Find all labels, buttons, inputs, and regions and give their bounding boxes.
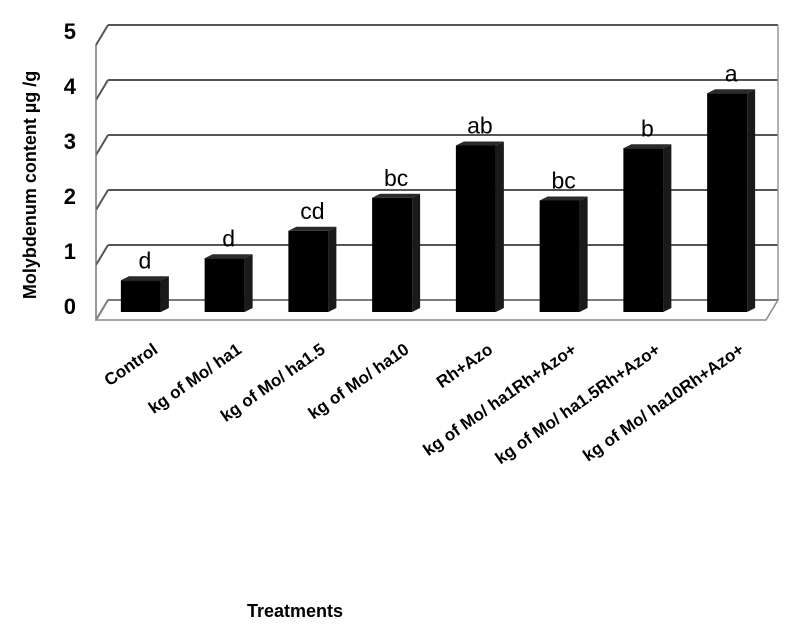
- category-label: kg of Mo/ ha1Rh+Azo+: [420, 340, 580, 460]
- bar: [120, 276, 169, 312]
- bar: [455, 141, 504, 312]
- gridline-side: [95, 244, 109, 266]
- y-tick-label: 1: [64, 239, 76, 264]
- gridline-side: [95, 24, 109, 46]
- gridline-side: [95, 189, 109, 211]
- bar: [707, 89, 756, 312]
- gridline-side: [95, 134, 109, 156]
- y-tick-label: 4: [64, 74, 77, 99]
- gridline-side: [95, 79, 109, 101]
- significance-label: d: [138, 247, 151, 273]
- bar: [539, 196, 588, 312]
- y-tick-label: 5: [64, 19, 76, 44]
- significance-label: b: [641, 115, 654, 141]
- y-axis-title: Molybdenum content µg /g: [20, 71, 40, 299]
- significance-label: bc: [551, 168, 575, 194]
- significance-labels: d d cd bc ab bc b a: [138, 60, 737, 273]
- significance-label: bc: [384, 165, 408, 191]
- bar: [372, 193, 421, 312]
- bars: [120, 89, 756, 312]
- category-label: kg of Mo/ ha10Rh+Azo+: [579, 340, 747, 466]
- category-label: kg of Mo/ ha1.5Rh+Azo+: [492, 340, 664, 468]
- y-tick-labels: 0 1 2 3 4 5: [64, 19, 77, 319]
- significance-label: cd: [300, 198, 324, 224]
- bar: [288, 226, 337, 312]
- chart-axes: [94, 25, 780, 321]
- bar: [204, 254, 253, 312]
- gridlines: [95, 24, 778, 321]
- bar: [623, 144, 672, 312]
- significance-label: a: [725, 60, 738, 86]
- y-tick-label: 3: [64, 129, 76, 154]
- category-label: Rh+Azo: [433, 340, 496, 392]
- y-tick-label: 0: [64, 294, 76, 319]
- y-tick-label: 2: [64, 184, 76, 209]
- floor: [94, 299, 780, 321]
- category-label: Control: [101, 340, 161, 390]
- significance-label: ab: [467, 113, 493, 139]
- significance-label: d: [222, 225, 235, 251]
- x-axis-title: Treatments: [247, 601, 343, 621]
